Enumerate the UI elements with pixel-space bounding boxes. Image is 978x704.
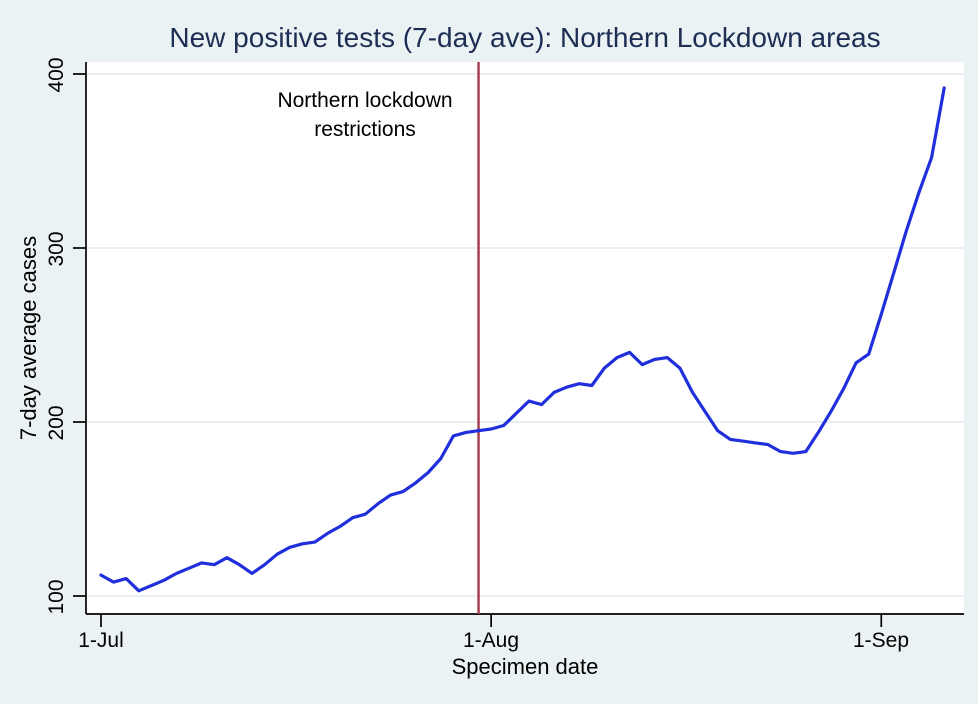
- chart-title: New positive tests (7-day ave): Northern…: [169, 22, 881, 53]
- vline-annotation-line2: restrictions: [314, 118, 416, 141]
- vline-annotation-line1: Northern lockdown: [277, 89, 453, 112]
- x-tick-label-sep: 1-Sep: [852, 629, 910, 652]
- x-tick-label-jul: 1-Jul: [78, 629, 124, 652]
- y-axis-label: 7-day average cases: [16, 235, 41, 441]
- plot-area: [86, 62, 964, 614]
- cases-line-series: [99, 86, 946, 593]
- vline-annotation: Northern lockdown restrictions: [240, 86, 490, 144]
- x-axis-label: Specimen date: [451, 654, 599, 679]
- y-tick-label-300: 300: [45, 231, 68, 267]
- x-tick-label-aug: 1-Aug: [462, 629, 520, 652]
- y-tick-label-200: 200: [45, 405, 68, 441]
- y-tick-label-400: 400: [45, 57, 68, 93]
